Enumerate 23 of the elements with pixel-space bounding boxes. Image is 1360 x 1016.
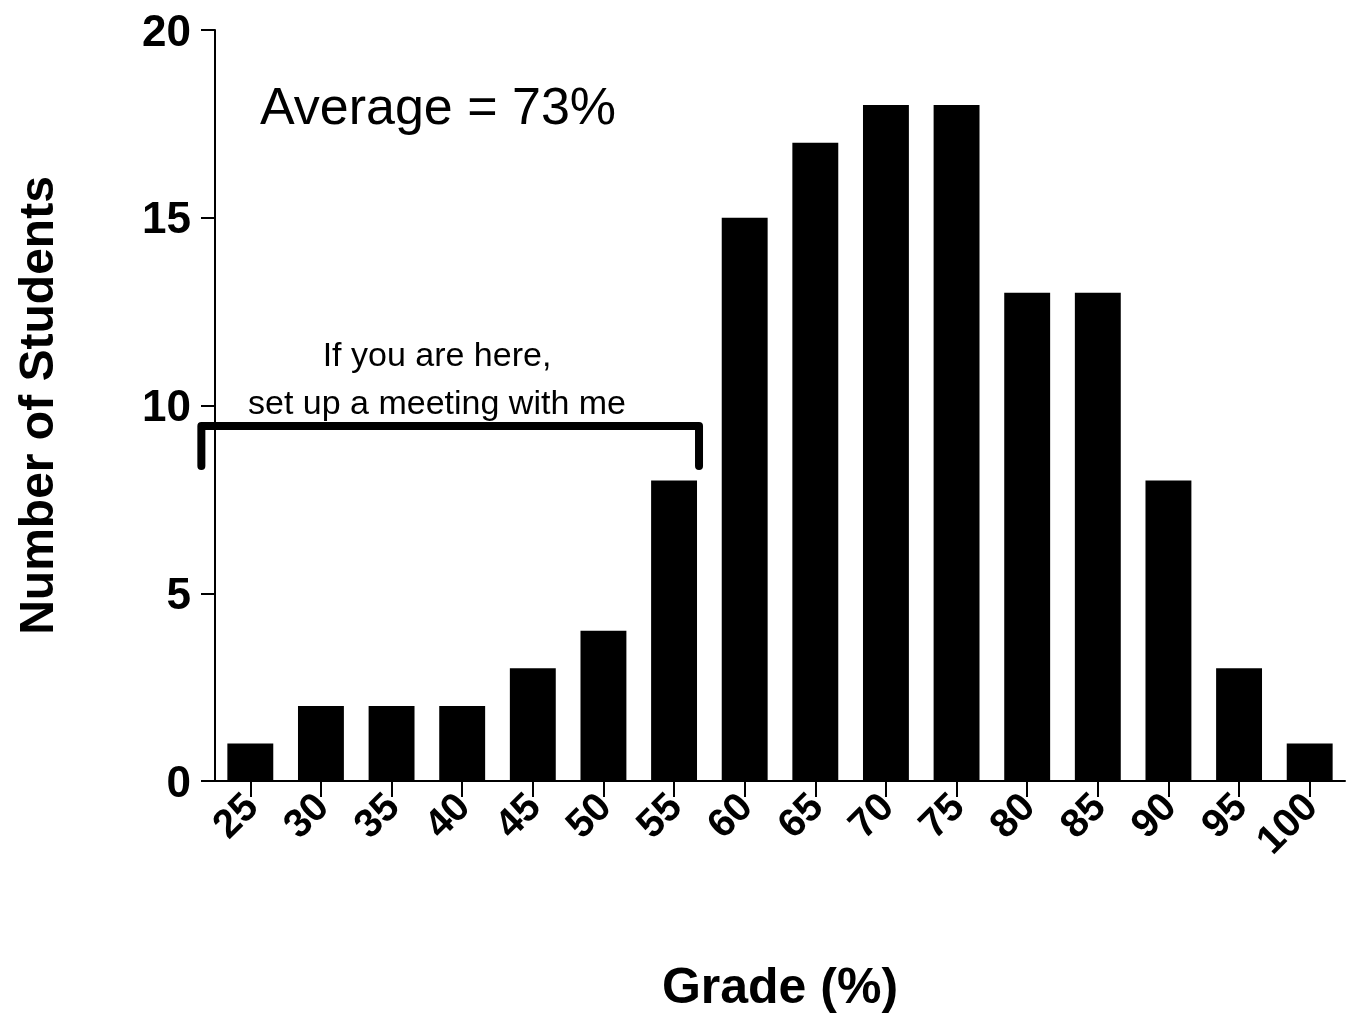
x-tick-label: 45 — [485, 783, 549, 847]
y-tick-label: 15 — [142, 193, 191, 243]
x-tick-label: 90 — [1121, 783, 1184, 847]
x-tick-label: 25 — [203, 783, 266, 847]
x-tick-label: 55 — [627, 783, 690, 847]
annotation: If you are here, set up a meeting with me — [248, 335, 626, 421]
x-tick-label: 30 — [273, 783, 337, 847]
y-tick-label: 20 — [142, 5, 191, 55]
y-tick-label: 10 — [142, 381, 191, 430]
x-tick-label: 50 — [556, 783, 619, 847]
x-axis-title: Grade (%) — [661, 958, 899, 1014]
annotation: Average = 73% — [260, 77, 617, 135]
y-axis-title: Number of Students — [9, 176, 63, 635]
x-tick-label: 75 — [909, 783, 973, 847]
x-tick-label: 60 — [697, 783, 761, 847]
y-tick-label: 0 — [166, 756, 191, 806]
x-tick-label: 40 — [415, 783, 478, 847]
x-tick-label: 80 — [980, 783, 1043, 847]
x-tick-label: 70 — [838, 783, 902, 847]
x-tick-label: 85 — [1050, 783, 1114, 847]
x-tick-label: 35 — [344, 783, 408, 847]
x-tick-label: 65 — [768, 783, 831, 847]
y-tick-label: 5 — [166, 568, 191, 618]
